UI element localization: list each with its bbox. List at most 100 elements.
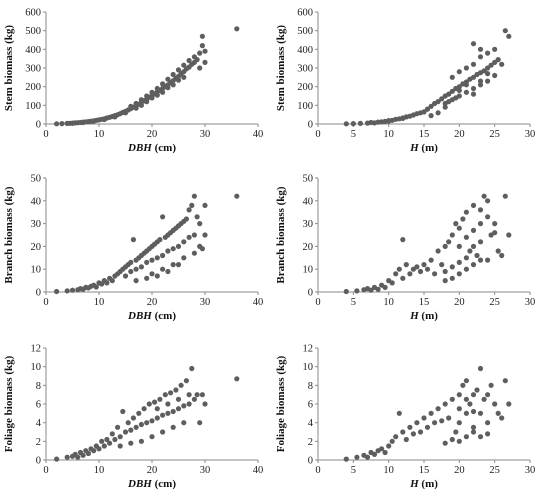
data-point <box>101 443 107 449</box>
data-point <box>417 429 424 435</box>
data-point <box>160 89 166 95</box>
data-point <box>141 406 147 412</box>
data-point <box>117 443 123 449</box>
x-tick-label: 40 <box>253 129 264 140</box>
data-point <box>234 376 240 382</box>
data-point <box>194 392 200 398</box>
data-point <box>428 103 434 109</box>
data-point <box>168 390 174 396</box>
data-point <box>122 429 129 435</box>
y-tick-label: 600 <box>297 8 313 19</box>
data-point <box>186 234 192 240</box>
data-point <box>470 424 477 430</box>
data-point <box>485 65 491 71</box>
data-point <box>463 234 469 240</box>
y-tick-label: 50 <box>303 174 314 185</box>
x-tick-label: 15 <box>419 465 430 476</box>
data-point <box>170 246 176 252</box>
data-point <box>343 456 349 462</box>
data-point <box>144 275 150 281</box>
y-tick-label: 300 <box>25 64 41 75</box>
data-point <box>502 193 508 199</box>
data-point <box>154 273 160 279</box>
data-point <box>428 113 434 119</box>
data-point <box>400 237 406 243</box>
data-point <box>403 262 409 268</box>
data-point <box>382 449 388 456</box>
data-point <box>197 50 203 56</box>
x-axis-label: DBH (cm) <box>127 142 176 154</box>
data-point <box>133 424 139 430</box>
data-point <box>470 429 477 435</box>
y-tick-label: 0 <box>36 120 41 131</box>
x-axis-label-part: DBH <box>127 310 152 322</box>
x-tick-label: 25 <box>489 297 500 308</box>
y-tick-label: 0 <box>36 456 41 467</box>
data-point <box>165 410 171 416</box>
data-point <box>449 232 455 238</box>
data-point <box>170 424 176 430</box>
data-point <box>463 266 469 272</box>
x-tick-label: 5 <box>351 465 356 476</box>
data-point <box>154 255 160 261</box>
data-point <box>485 257 491 263</box>
data-point <box>109 431 115 437</box>
data-point <box>439 418 445 424</box>
data-point <box>138 438 144 444</box>
data-point <box>460 216 466 222</box>
data-point <box>410 431 416 437</box>
data-point <box>506 232 512 238</box>
data-point <box>194 214 200 220</box>
data-point <box>470 262 477 268</box>
y-tick-label: 4 <box>36 418 42 429</box>
x-tick-label: 0 <box>43 465 48 476</box>
x-tick-label: 30 <box>200 129 211 140</box>
data-point <box>499 415 505 421</box>
data-point <box>481 193 487 199</box>
data-point <box>199 43 205 49</box>
data-point <box>470 85 477 92</box>
data-point <box>85 450 91 457</box>
data-point <box>197 221 203 227</box>
data-point <box>446 91 452 97</box>
data-point <box>477 410 484 416</box>
data-point <box>442 278 448 284</box>
data-point <box>202 202 208 208</box>
data-point <box>138 102 144 108</box>
x-tick-label: 0 <box>315 129 320 140</box>
data-point <box>470 227 477 233</box>
data-point <box>470 61 477 67</box>
x-tick-label: 0 <box>315 465 320 476</box>
data-point <box>428 410 434 416</box>
data-point <box>435 99 441 105</box>
data-point <box>364 454 371 460</box>
data-point <box>456 87 462 93</box>
data-point <box>485 50 491 56</box>
chart-stem-dbh: 0 100 200 300 400 500 600 0 10 20 30 40 DBH (cm) Stem… <box>3 8 263 155</box>
x-tick-label: 30 <box>525 297 536 308</box>
data-point <box>435 406 441 412</box>
data-point <box>54 121 60 127</box>
y-tick-label: 100 <box>297 101 313 112</box>
data-point <box>421 415 427 421</box>
data-point <box>138 264 144 270</box>
data-point <box>456 259 462 265</box>
data-point <box>421 109 427 115</box>
data-point <box>181 74 187 80</box>
y-tick-label: 400 <box>25 45 41 56</box>
data-point <box>154 92 160 98</box>
x-axis-label-part: (cm) <box>152 142 176 154</box>
data-point <box>463 410 469 416</box>
data-point <box>386 443 392 449</box>
data-point <box>109 278 115 284</box>
data-point <box>104 280 110 286</box>
data-point <box>414 264 420 270</box>
x-tick-label: 40 <box>253 297 264 308</box>
x-axis-label-part: H <box>409 142 419 154</box>
y-tick-label: 10 <box>31 265 42 276</box>
data-point <box>125 420 131 426</box>
x-tick-label: 30 <box>525 129 536 140</box>
x-axis-label-part: (m) <box>419 478 439 490</box>
data-point <box>350 121 356 127</box>
